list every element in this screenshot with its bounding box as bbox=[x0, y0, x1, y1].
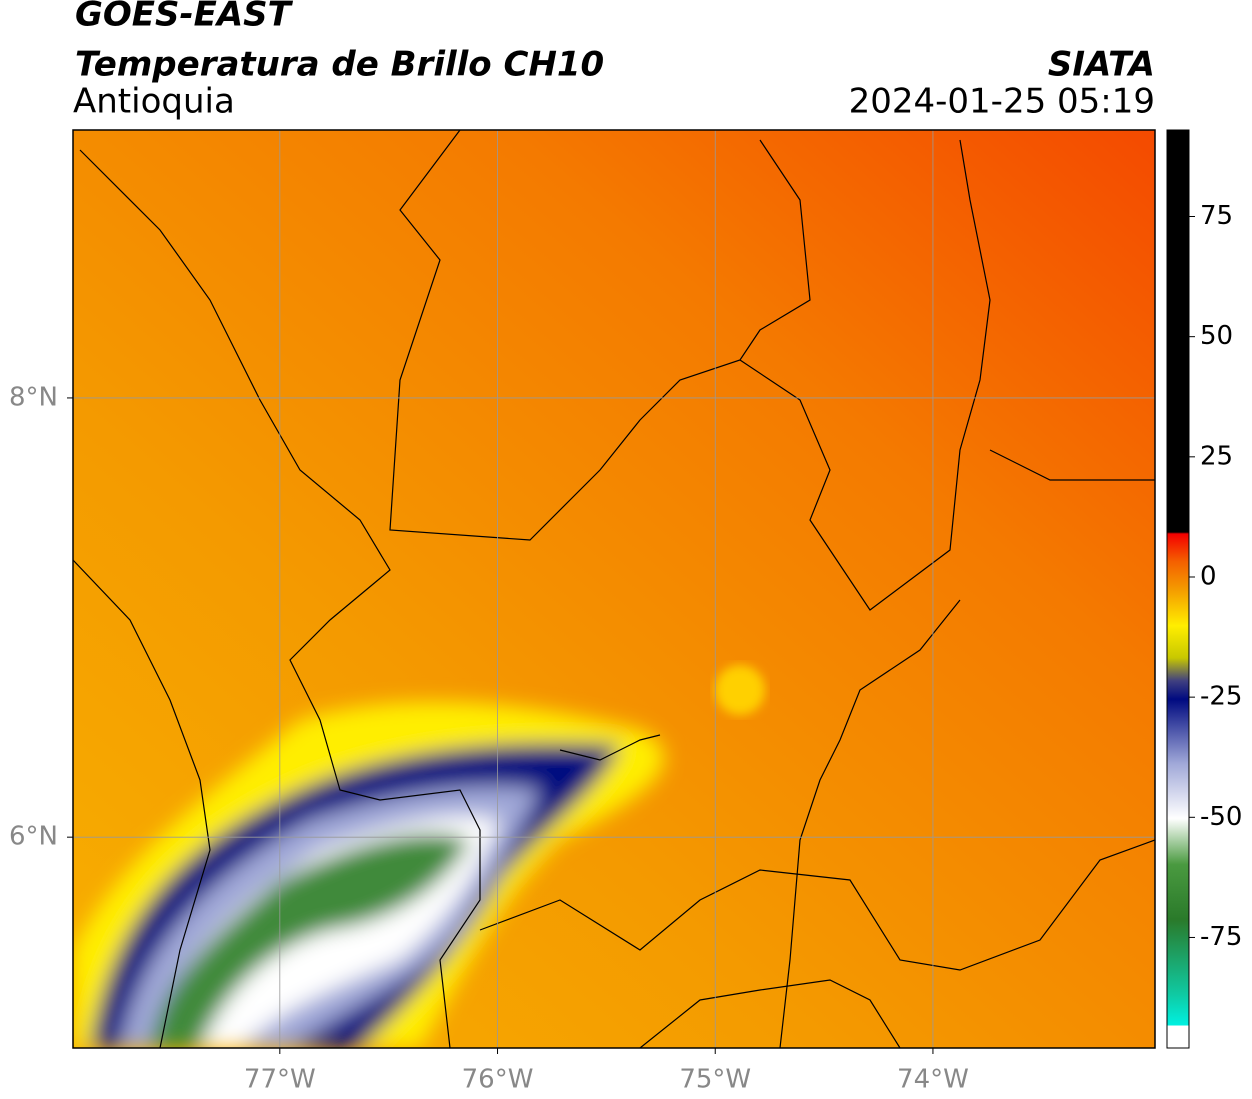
x-tick-label: 76°W bbox=[462, 1065, 534, 1095]
title: GOES-EAST bbox=[75, 0, 294, 35]
colorbar-tick-label: -50 bbox=[1200, 802, 1242, 832]
colorbar-tick-label: 25 bbox=[1200, 441, 1233, 471]
x-tick-label: 75°W bbox=[679, 1065, 751, 1095]
colorbar-tick-label: 50 bbox=[1200, 321, 1233, 351]
colorbar-tick-label: -25 bbox=[1200, 682, 1242, 712]
colorbar bbox=[1166, 129, 1190, 1049]
colorbar-tick-label: 75 bbox=[1200, 201, 1233, 231]
y-tick-label: 8°N bbox=[9, 382, 58, 412]
y-tick-label: 6°N bbox=[9, 822, 58, 852]
x-tick-label: 77°W bbox=[244, 1065, 316, 1095]
datetime: 2024-01-25 05:19 bbox=[849, 82, 1155, 122]
subtitle: Temperatura de Brillo CH10 bbox=[75, 45, 604, 85]
colorbar-tick-label: -75 bbox=[1200, 922, 1242, 952]
map-image bbox=[73, 130, 1155, 1048]
x-tick-label: 74°W bbox=[897, 1065, 969, 1095]
region: Antioquia bbox=[73, 82, 235, 122]
source: SIATA bbox=[1048, 45, 1155, 85]
map-frame bbox=[72, 129, 1156, 1049]
colorbar-tick-label: 0 bbox=[1200, 561, 1217, 591]
